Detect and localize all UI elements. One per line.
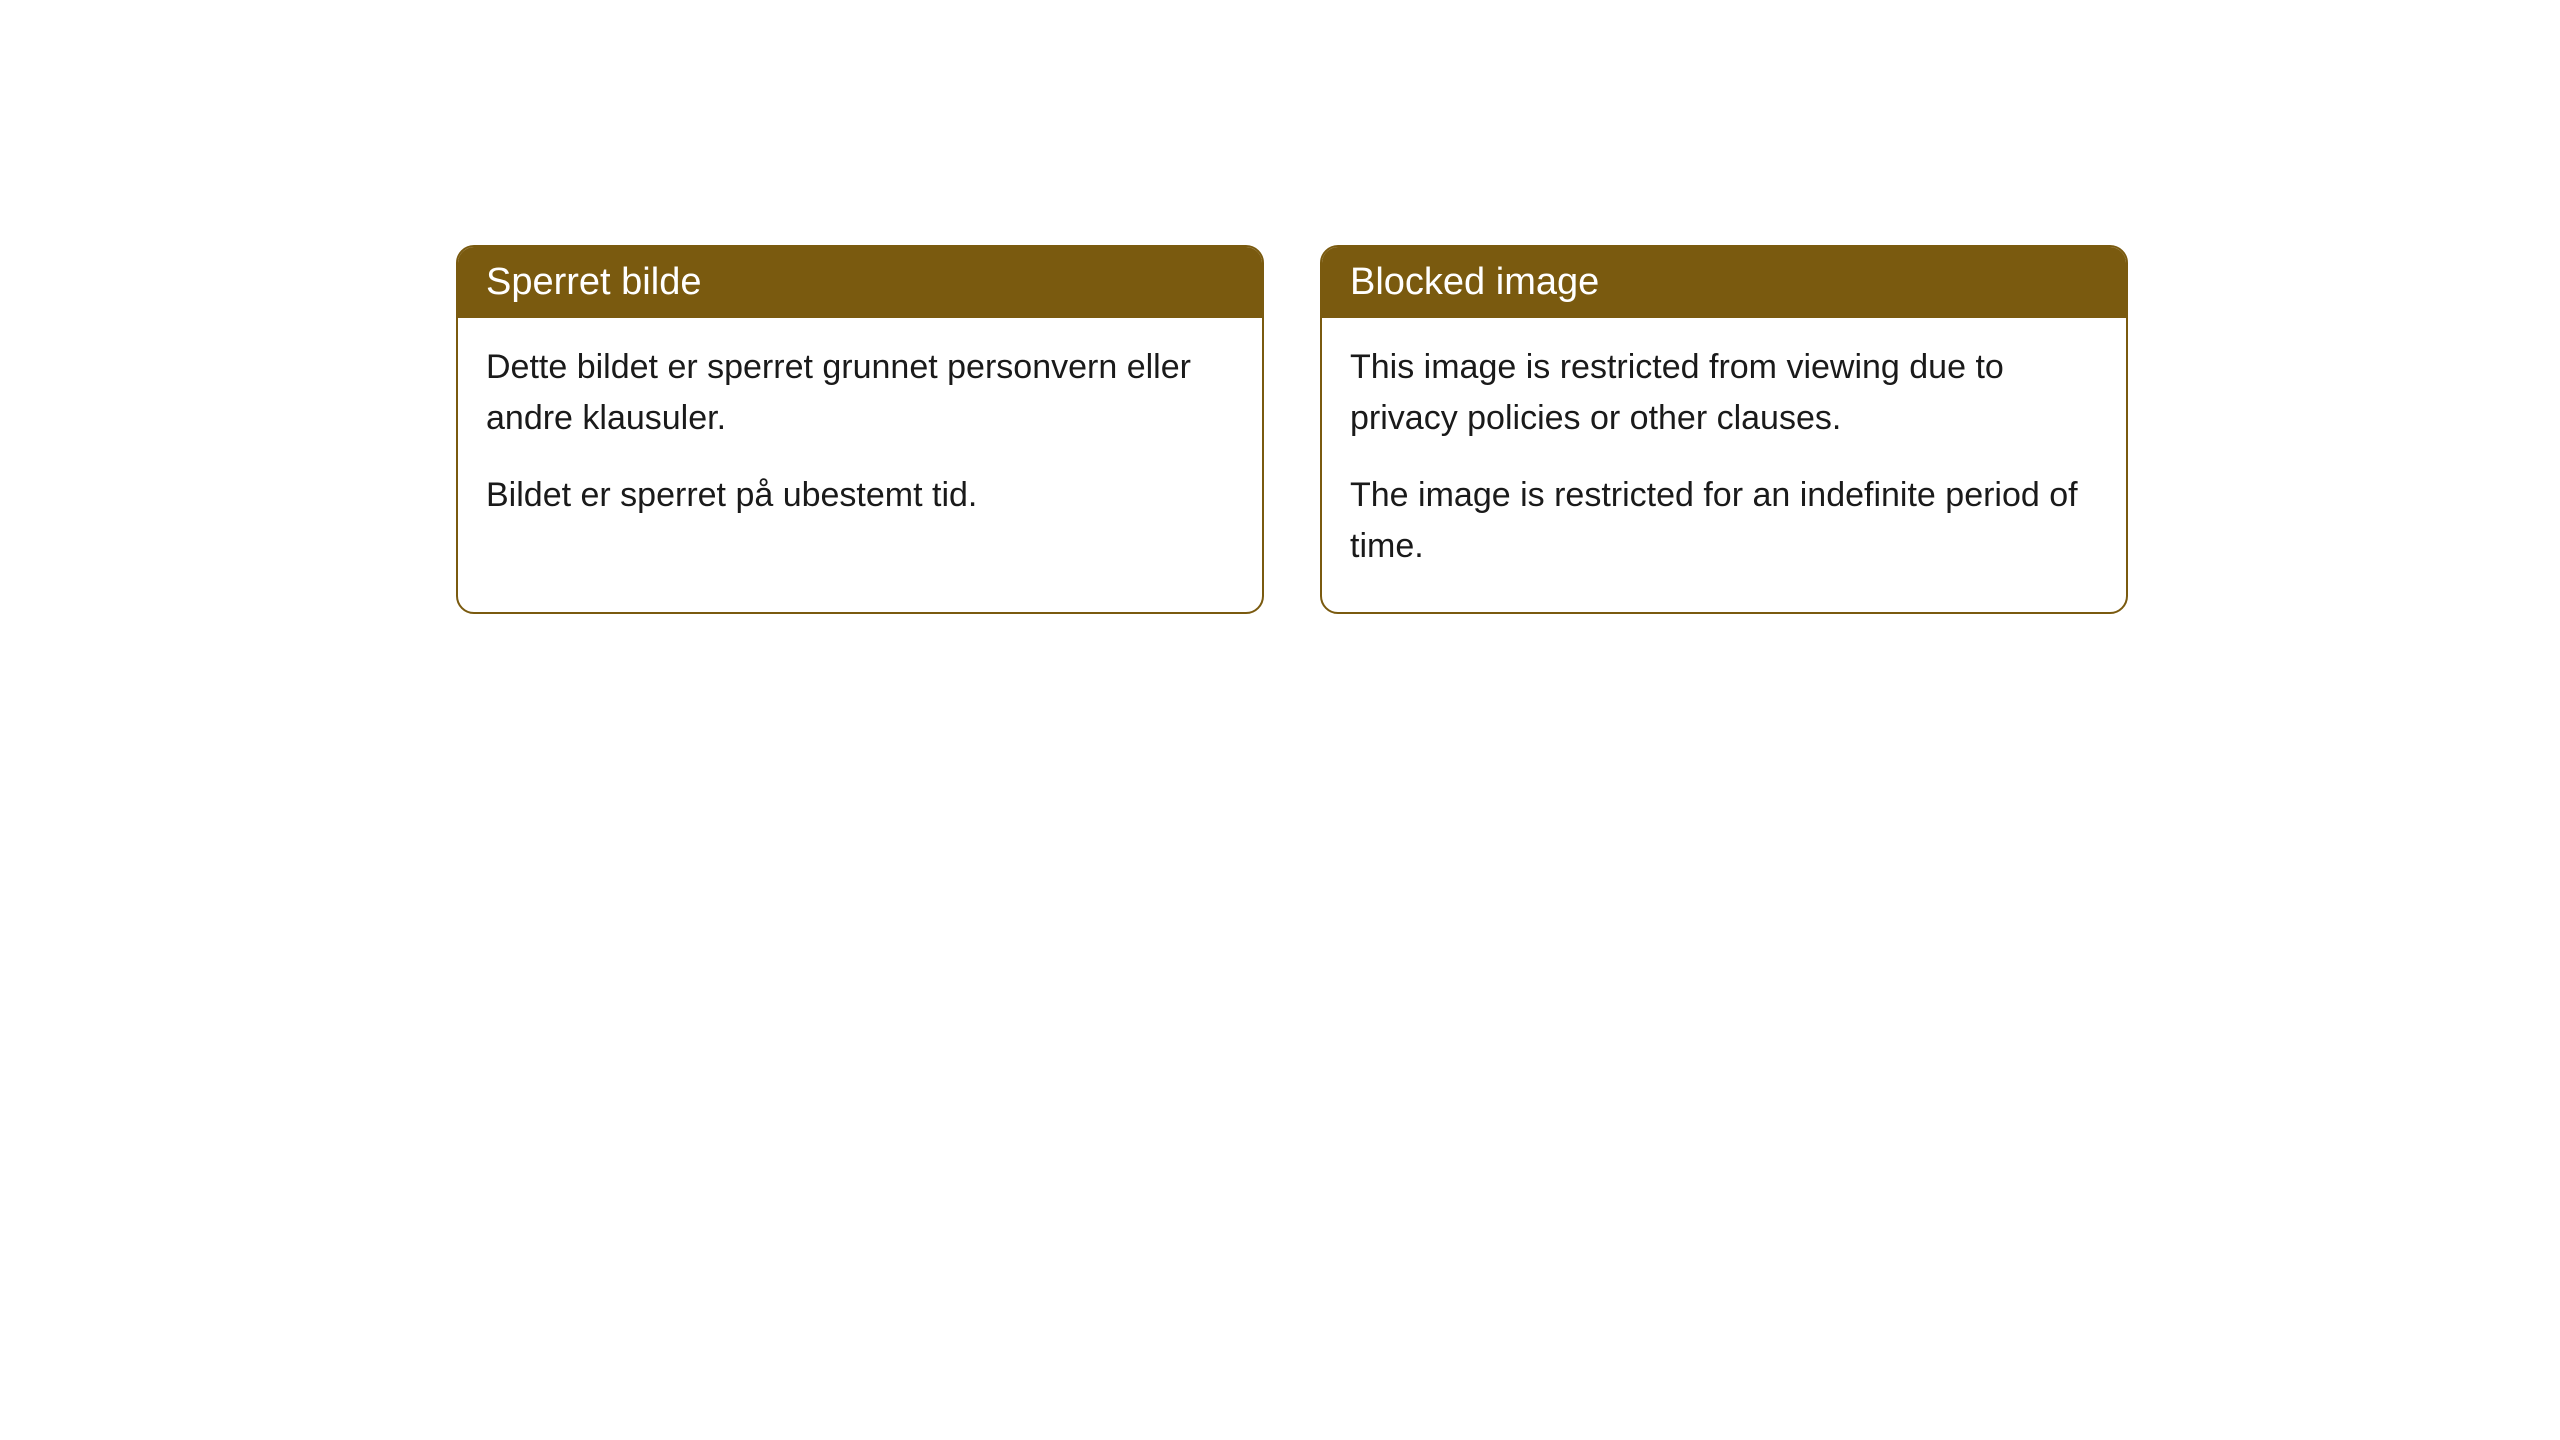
card-paragraph-english-1: This image is restricted from viewing du… bbox=[1350, 342, 2098, 444]
card-title-english: Blocked image bbox=[1350, 261, 1599, 303]
card-paragraph-english-2: The image is restricted for an indefinit… bbox=[1350, 470, 2098, 572]
card-body-norwegian: Dette bildet er sperret grunnet personve… bbox=[458, 318, 1262, 561]
card-header-norwegian: Sperret bilde bbox=[458, 247, 1262, 318]
card-norwegian: Sperret bilde Dette bildet er sperret gr… bbox=[456, 245, 1264, 614]
card-english: Blocked image This image is restricted f… bbox=[1320, 245, 2128, 614]
card-title-norwegian: Sperret bilde bbox=[486, 261, 701, 303]
card-paragraph-norwegian-1: Dette bildet er sperret grunnet personve… bbox=[486, 342, 1234, 444]
blocked-image-cards: Sperret bilde Dette bildet er sperret gr… bbox=[456, 245, 2560, 614]
card-header-english: Blocked image bbox=[1322, 247, 2126, 318]
card-paragraph-norwegian-2: Bildet er sperret på ubestemt tid. bbox=[486, 470, 1234, 521]
card-body-english: This image is restricted from viewing du… bbox=[1322, 318, 2126, 612]
